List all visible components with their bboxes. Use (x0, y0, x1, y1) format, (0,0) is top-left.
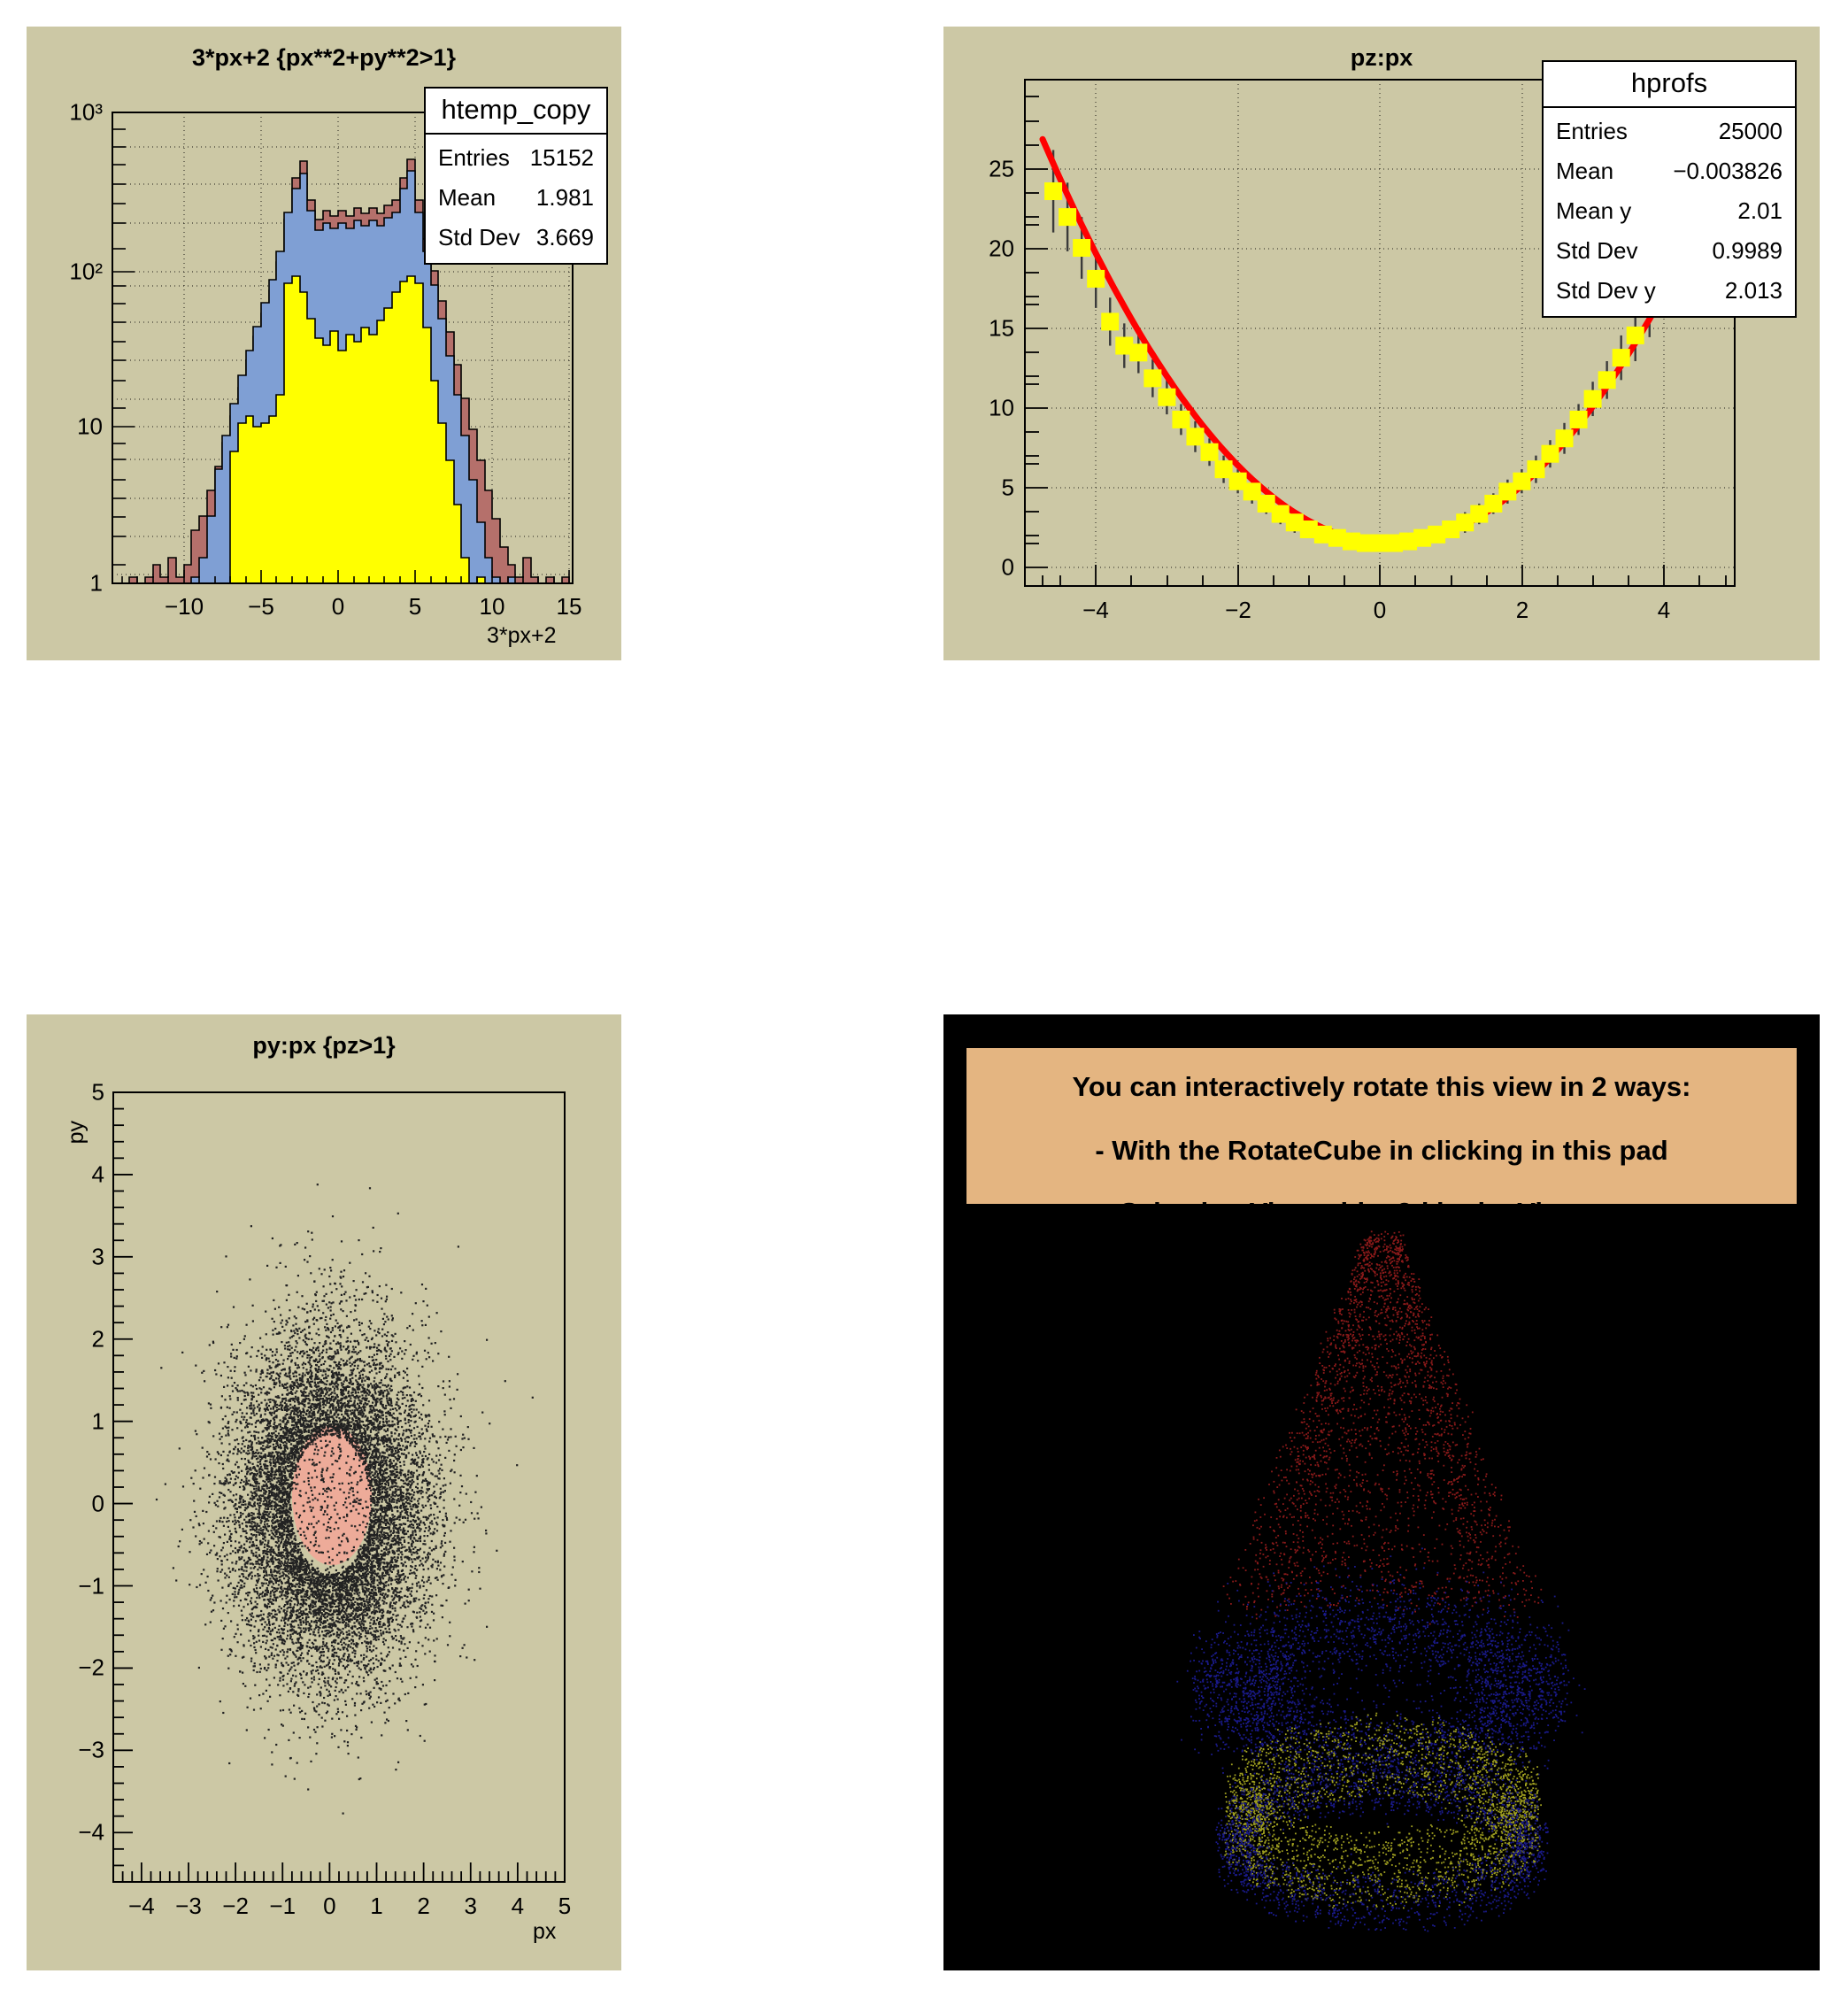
pad3-ytick-1: 1 (53, 1407, 104, 1435)
pad1-xtick-15: 15 (557, 593, 582, 621)
pad3-ytick-2: 2 (53, 1325, 104, 1353)
stats-row: Mean y 2.01 (1556, 191, 1783, 231)
pad3-xtick--1: −1 (269, 1893, 296, 1920)
stats-key: Mean (1556, 158, 1613, 185)
pad3-plot (112, 1091, 566, 1883)
stats-value: 1.981 (536, 184, 594, 212)
pad2-stats-title: hprofs (1544, 62, 1795, 108)
stats-key: Std Dev (1556, 237, 1638, 265)
pad2-ytick-15: 15 (966, 315, 1014, 343)
pad3-xtick-4: 4 (512, 1893, 524, 1920)
pad-scatter-pypx[interactable]: py:px {pz>1} py px 5 4 3 2 1 0 −1 −2 −3 −4 −4 −3 −2… (27, 1014, 621, 1970)
pad3-yaxis-title: py (64, 1121, 89, 1144)
pad1-plot (112, 112, 574, 584)
stats-value: −0.003826 (1673, 158, 1783, 185)
pad3-ytick--3: −3 (53, 1737, 104, 1764)
pad1-xaxis-title: 3*px+2 (487, 623, 557, 649)
pad1-xtick-10: 10 (480, 593, 505, 621)
stats-value: 0.9989 (1712, 237, 1783, 265)
pad3-ytick-3: 3 (53, 1243, 104, 1270)
pad2-ytick-20: 20 (966, 235, 1014, 263)
pad1-xtick--10: −10 (165, 593, 204, 621)
pad1-ytick-1000: 10³ (53, 99, 103, 127)
info-line-1: - With the RotateCube in clicking in thi… (966, 1135, 1797, 1167)
pad2-xtick-2: 2 (1516, 597, 1528, 624)
pad3-xtick-1: 1 (370, 1893, 382, 1920)
pad2-ytick-5: 5 (966, 474, 1014, 502)
pad1-xtick--5: −5 (248, 593, 274, 621)
pad4-pointcloud (1176, 1230, 1586, 1932)
pad1-ytick-1: 1 (53, 570, 103, 598)
pad3-ytick--2: −2 (53, 1654, 104, 1682)
pad4-info-box: You can interactively rotate this view i… (966, 1048, 1797, 1228)
pad2-xtick-4: 4 (1658, 597, 1670, 624)
pad2-ytick-0: 0 (966, 554, 1014, 582)
stats-value: 3.669 (536, 224, 594, 251)
pad-histogram-stacked[interactable]: 3*px+2 {px**2+py**2>1} (27, 27, 621, 660)
stats-row: Entries 25000 (1556, 112, 1783, 151)
pad2-xtick-0: 0 (1374, 597, 1386, 624)
pad2-xtick--2: −2 (1225, 597, 1251, 624)
stats-key: Entries (1556, 118, 1628, 145)
pad2-xtick--4: −4 (1082, 597, 1109, 624)
pad1-xtick-5: 5 (409, 593, 421, 621)
pad1-stats-title: htemp_copy (426, 89, 606, 135)
pad3-ytick-0: 0 (53, 1490, 104, 1517)
pad3-xtick--4: −4 (128, 1893, 155, 1920)
pad3-xtick-0: 0 (323, 1893, 335, 1920)
stats-row: Std Dev 3.669 (438, 218, 594, 258)
pad3-xtick-3: 3 (465, 1893, 477, 1920)
pad2-title: pz:px (943, 44, 1820, 72)
pad2-ytick-10: 10 (966, 395, 1014, 422)
pad3-xtick--2: −2 (222, 1893, 249, 1920)
stats-value: 2.01 (1737, 197, 1783, 225)
pad2-stats-rows: Entries 25000 Mean −0.003826 Mean y 2.01… (1544, 108, 1795, 316)
pad2-stats-box[interactable]: hprofs Entries 25000 Mean −0.003826 Mean… (1542, 60, 1797, 318)
pad-profile-fit[interactable]: pz:px (943, 27, 1820, 660)
pad3-xaxis-title: px (533, 1919, 556, 1945)
pad1-ytick-100: 10² (53, 258, 103, 286)
stats-key: Mean y (1556, 197, 1631, 225)
pad2-ytick-25: 25 (966, 156, 1014, 183)
stats-value: 15152 (530, 144, 594, 172)
info-line-2: - Selecting View with x3d in the View me… (966, 1197, 1797, 1229)
stats-row: Mean 1.981 (438, 178, 594, 218)
stats-value: 2.013 (1725, 277, 1783, 305)
pad-3d-view[interactable]: You can interactively rotate this view i… (943, 1014, 1820, 1970)
pad1-title: 3*px+2 {px**2+py**2>1} (27, 44, 621, 72)
info-line-0: You can interactively rotate this view i… (966, 1071, 1797, 1103)
stats-value: 25000 (1719, 118, 1783, 145)
pad3-ytick--4: −4 (53, 1819, 104, 1847)
pad1-xtick-0: 0 (332, 593, 344, 621)
stats-row: Std Dev 0.9989 (1556, 231, 1783, 271)
stats-row: Entries 15152 (438, 138, 594, 178)
pad1-ytick-10: 10 (53, 413, 103, 441)
pad3-xtick--3: −3 (175, 1893, 202, 1920)
stats-row: Std Dev y 2.013 (1556, 271, 1783, 311)
stats-key: Entries (438, 144, 510, 172)
pad3-title: py:px {pz>1} (27, 1032, 621, 1060)
pad1-stats-box[interactable]: htemp_copy Entries 15152 Mean 1.981 Std … (424, 87, 608, 265)
stats-key: Mean (438, 184, 496, 212)
stats-key: Std Dev (438, 224, 520, 251)
pad3-ytick-4: 4 (53, 1160, 104, 1188)
pad3-xtick-5: 5 (558, 1893, 571, 1920)
pad3-ytick--1: −1 (53, 1572, 104, 1600)
pad3-xtick-2: 2 (417, 1893, 429, 1920)
pad1-stats-rows: Entries 15152 Mean 1.981 Std Dev 3.669 (426, 135, 606, 263)
stats-key: Std Dev y (1556, 277, 1656, 305)
stats-row: Mean −0.003826 (1556, 151, 1783, 191)
pad3-ytick-5: 5 (53, 1079, 104, 1106)
